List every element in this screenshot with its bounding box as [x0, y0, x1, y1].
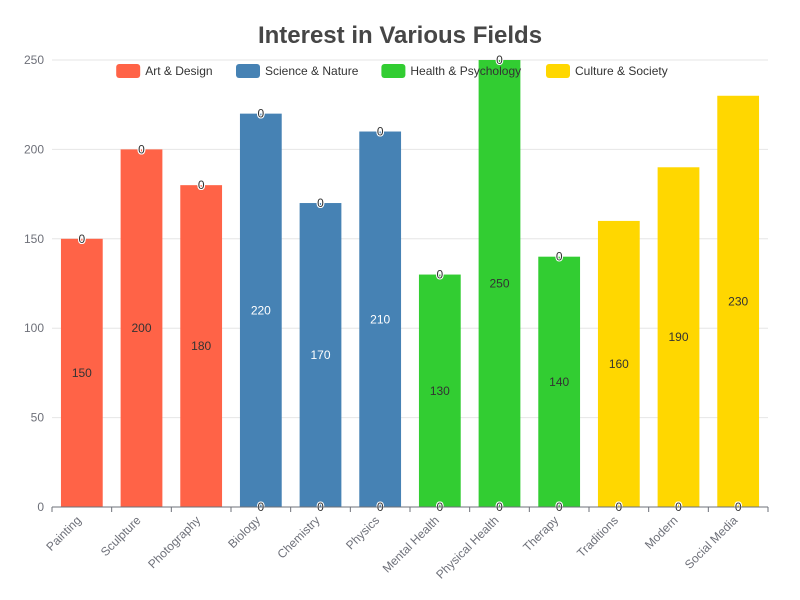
legend-label: Science & Nature	[265, 64, 359, 78]
x-tick-label: Modern	[642, 513, 681, 552]
bar[interactable]	[717, 95, 760, 507]
bar[interactable]	[657, 167, 700, 507]
data-labels: 1500002000001800000220000170000210000013…	[72, 52, 749, 515]
y-tick-label: 250	[24, 53, 44, 67]
legend-swatch	[381, 64, 406, 78]
legend-swatch	[116, 64, 141, 78]
x-tick-label: Therapy	[520, 513, 561, 554]
zero-value-label: 0	[556, 250, 563, 264]
bar-value-label: 140	[549, 375, 569, 389]
bar[interactable]	[120, 149, 163, 507]
x-tick-label: Physical Health	[433, 513, 501, 581]
legend-label: Culture & Society	[575, 64, 668, 78]
x-tick-label: Traditions	[574, 513, 621, 560]
y-tick-label: 50	[31, 411, 45, 425]
zero-value-label: 0	[257, 107, 264, 121]
bar[interactable]	[478, 60, 521, 507]
zero-value-label: 0	[198, 178, 205, 192]
bar-value-label: 210	[370, 312, 390, 326]
x-tick-label: Social Media	[682, 513, 741, 572]
bar[interactable]	[239, 113, 282, 507]
x-tick-label: Sculpture	[98, 513, 144, 559]
bar-value-label: 230	[728, 294, 748, 308]
bar-value-label: 150	[72, 366, 92, 380]
legend-label: Health & Psychology	[410, 64, 521, 78]
zero-value-label: 0	[198, 178, 205, 192]
legend-label: Art & Design	[145, 64, 212, 78]
zero-value-label: 0	[78, 232, 85, 246]
bar-value-label: 200	[131, 321, 151, 335]
y-axis: 0 50 100 150 200 250	[24, 53, 44, 514]
bar[interactable]	[299, 203, 342, 508]
legend-item[interactable]: Health & Psychology	[381, 64, 521, 78]
zero-value-label: 0	[198, 178, 205, 192]
zero-value-label: 0	[317, 196, 324, 210]
legend-item[interactable]: Culture & Society	[546, 64, 668, 78]
y-tick-label: 100	[24, 321, 44, 335]
zero-value-label: 0	[496, 53, 503, 67]
zero-value-label: 0	[257, 107, 264, 121]
bar[interactable]	[60, 238, 103, 508]
zero-value-label: 0	[138, 142, 145, 156]
zero-value-label: 0	[138, 142, 145, 156]
bar-value-label: 250	[489, 277, 509, 291]
legend[interactable]: Art & Design Science & Nature Health & Psy…	[116, 64, 668, 78]
bar-value-label: 160	[609, 357, 629, 371]
zero-value-label: 0	[377, 125, 384, 139]
bar-value-label: 130	[430, 384, 450, 398]
x-tick-label: Painting	[43, 513, 84, 554]
zero-value-label: 0	[78, 232, 85, 246]
y-tick-label: 150	[24, 232, 44, 246]
x-axis: Painting Sculpture Photography Biology Chemi…	[43, 506, 769, 582]
x-tick-label: Biology	[225, 513, 263, 551]
bar[interactable]	[538, 256, 581, 507]
bar-value-label: 180	[191, 339, 211, 353]
bar[interactable]	[180, 185, 223, 507]
bar-value-label: 190	[668, 330, 688, 344]
bar-value-label: 220	[251, 303, 271, 317]
legend-item[interactable]: Science & Nature	[236, 64, 359, 78]
zero-value-label: 0	[436, 268, 443, 282]
x-tick-label: Chemistry	[275, 513, 323, 561]
legend-swatch	[546, 64, 570, 78]
x-tick-label: Physics	[343, 513, 382, 552]
bar-value-label: 170	[310, 348, 330, 362]
y-tick-label: 200	[24, 142, 44, 156]
y-tick-label: 0	[37, 500, 44, 514]
zero-value-label: 0	[317, 196, 324, 210]
bar[interactable]	[418, 274, 461, 507]
bars	[60, 60, 760, 508]
grid	[52, 59, 768, 419]
x-tick-label: Photography	[145, 513, 203, 571]
legend-swatch	[236, 64, 260, 78]
zero-value-label: 0	[138, 142, 145, 156]
x-tick-label: Mental Health	[380, 513, 442, 575]
legend-item[interactable]: Art & Design	[116, 64, 213, 78]
chart-title: Interest in Various Fields	[258, 22, 542, 49]
zero-value-label: 0	[78, 232, 85, 246]
bar[interactable]	[359, 131, 402, 507]
bar[interactable]	[597, 220, 640, 508]
zero-value-label: 0	[377, 125, 384, 139]
